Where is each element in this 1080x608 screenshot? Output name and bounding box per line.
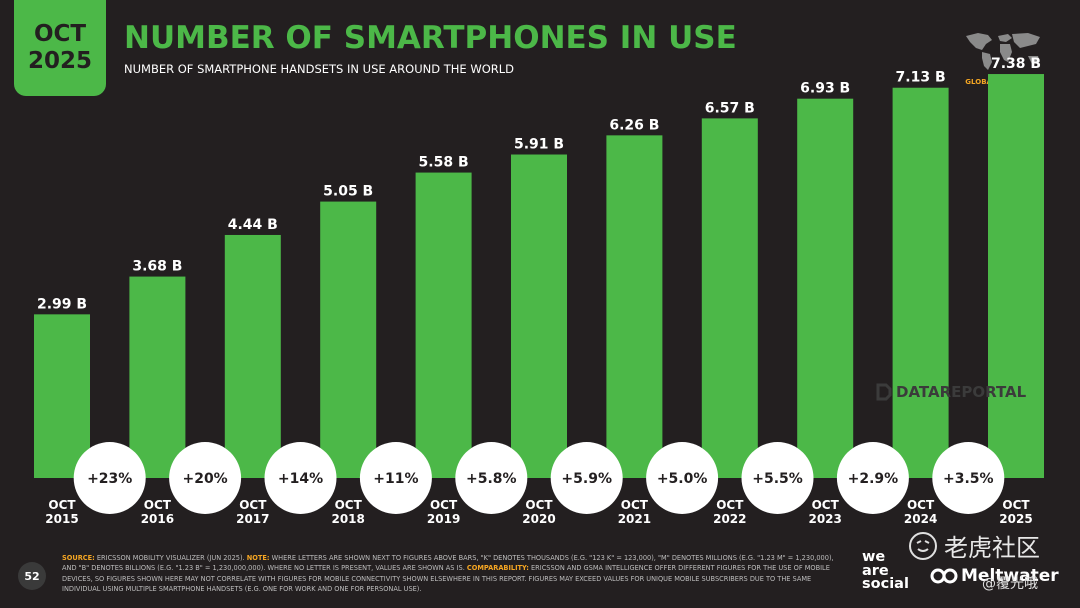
x-tick-month-2024: OCT [907,498,935,512]
meltwater-mark-icon [930,568,958,584]
note-text: WHERE LETTERS ARE SHOWN NEXT TO FIGURES … [62,554,834,573]
value-label-2016: 3.68 B [132,259,182,275]
growth-label-2: +20% [182,471,227,487]
x-tick-year-2016: 2016 [141,512,174,526]
bar-2018 [320,201,377,478]
bar-2021 [606,135,663,479]
note-label: NOTE: [246,554,270,562]
datareportal-watermark: DATAREPORTAL [876,383,1026,401]
x-tick-year-2025: 2025 [999,512,1032,526]
value-label-2019: 5.58 B [419,155,469,171]
page-number: 52 [18,562,46,590]
growth-label-8: +5.5% [752,471,803,487]
x-tick-year-2017: 2017 [236,512,269,526]
x-tick-month-2023: OCT [812,498,840,512]
x-tick-year-2024: 2024 [904,512,937,526]
brand-line-1: we [862,549,886,565]
date-badge: OCT 2025 [14,0,106,96]
bar-2015 [34,314,90,478]
comparability-text: ERICSSON AND GSMA INTELLIGENCE OFFER DIF… [62,564,830,593]
value-label-2024: 7.13 B [896,70,946,86]
x-tick-month-2017: OCT [239,498,267,512]
growth-label-4: +11% [373,471,418,487]
x-tick-year-2019: 2019 [427,512,460,526]
source-label: SOURCE: [62,554,95,562]
page-title: NUMBER OF SMARTPHONES IN USE [124,20,737,56]
growth-label-1: +23% [87,471,132,487]
bar-2019 [415,172,472,478]
source-text: ERICSSON MOBILITY VISUALIZER (JUN 2025). [96,554,245,562]
value-label-2023: 6.93 B [800,81,850,97]
tiger-community-text: 老虎社区 [944,534,1040,562]
x-tick-month-2018: OCT [335,498,363,512]
x-tick-month-2025: OCT [1002,498,1030,512]
growth-bubble-8 [741,442,814,514]
growth-bubble-10 [932,442,1005,514]
growth-label-7: +5.0% [657,471,708,487]
author-watermark: @覆光哦 [982,576,1038,592]
bar-2017 [224,234,281,478]
value-label-2018: 5.05 B [323,184,373,200]
value-label-2025: 7.38 B [991,56,1041,72]
value-label-2017: 4.44 B [228,217,278,233]
x-tick-month-2016: OCT [144,498,172,512]
growth-label-5: +5.8% [466,471,517,487]
growth-bubble-7 [646,442,719,514]
we-are-social-logo: we are social [862,549,909,592]
value-label-2021: 6.26 B [609,117,659,133]
date-year: 2025 [27,48,92,74]
bar-2022 [701,118,758,479]
growth-bubble-9 [836,442,909,514]
meltwater-text: Meltwater [961,566,1059,586]
value-label-2015: 2.99 B [37,296,87,312]
tiger-community-watermark: 老虎社区 [908,528,1040,563]
datareportal-text: DATAREPORTAL [896,383,1027,401]
bar-2025 [988,74,1044,478]
x-tick-month-2022: OCT [716,498,744,512]
page-subtitle: NUMBER OF SMARTPHONE HANDSETS IN USE ARO… [124,62,515,76]
bar-2024 [892,87,949,478]
growth-bubble-2 [169,442,242,514]
x-tick-year-2020: 2020 [522,512,555,526]
comparability-label: COMPARABILITY: [466,564,529,573]
tiger-logo-icon [909,531,937,560]
footnote: SOURCE: ERICSSON MOBILITY VISUALIZER (JU… [62,553,842,594]
x-tick-year-2023: 2023 [808,512,841,526]
growth-bubble-1 [73,442,146,514]
brand-line-3: social [862,576,909,592]
x-tick-year-2015: 2015 [45,512,78,526]
date-month: OCT [33,21,87,47]
growth-label-10: +3.5% [943,471,994,487]
x-tick-year-2022: 2022 [713,512,746,526]
value-label-2022: 6.57 B [705,100,755,116]
growth-bubble-6 [550,442,623,514]
growth-bubble-3 [264,442,337,514]
brand-line-2: are [862,562,889,579]
bar-2020 [511,154,567,479]
growth-label-9: +2.9% [848,471,899,487]
bar-2016 [129,276,186,478]
x-tick-month-2020: OCT [525,498,553,512]
x-tick-month-2015: OCT [48,498,76,512]
growth-label-3: +14% [278,471,323,487]
growth-bubble-4 [359,442,432,514]
datareportal-logo-icon [876,383,892,401]
meltwater-logo: Meltwater [930,566,1059,586]
growth-bubble-5 [455,442,528,514]
bar-2023 [797,98,854,479]
x-tick-year-2021: 2021 [618,512,651,526]
growth-label-6: +5.9% [561,471,612,487]
x-tick-month-2019: OCT [430,498,458,512]
x-tick-year-2018: 2018 [331,512,364,526]
world-map-icon [966,33,1040,70]
x-tick-month-2021: OCT [621,498,649,512]
value-label-2020: 5.91 B [514,137,564,153]
